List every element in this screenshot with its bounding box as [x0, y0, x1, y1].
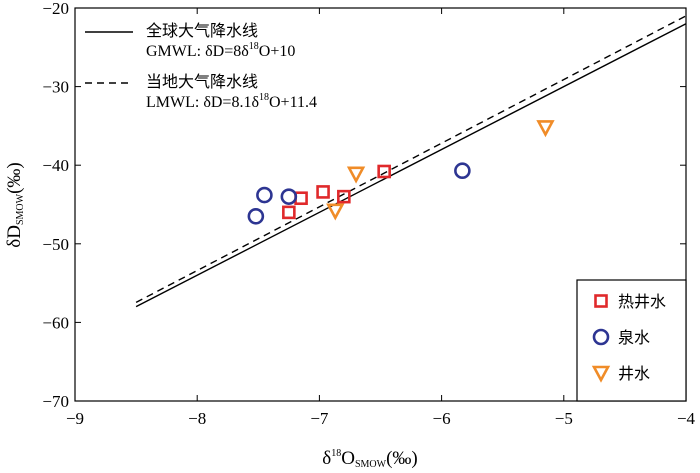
gmwl-name: 全球大气降水线	[146, 21, 258, 40]
point-circle	[256, 186, 273, 204]
point-square	[377, 164, 391, 179]
point-triangle-down	[346, 166, 366, 184]
point-square	[316, 185, 330, 199]
legend-label: 热井水	[618, 292, 666, 311]
lmwl-name: 当地大气降水线	[146, 72, 258, 91]
y-tick-label: −40	[42, 156, 69, 175]
legend-marker-square	[594, 294, 608, 308]
y-tick-label: −70	[42, 392, 69, 411]
y-tick-label: −20	[42, 0, 69, 18]
x-tick-label: −7	[310, 409, 329, 428]
point-circle	[247, 207, 265, 225]
y-axis-title: δDSMOW(‰)	[4, 162, 26, 247]
point-circle	[280, 188, 298, 205]
legend-marker-triangle-down	[591, 365, 611, 383]
x-axis-title: δ18OSMOW(‰)	[322, 448, 417, 470]
legend-label: 井水	[618, 364, 650, 383]
point-square	[294, 191, 308, 206]
lmwl-line	[135, 15, 687, 303]
lmwl-equation: LMWL: δD=8.1δ18O+11.4	[146, 92, 317, 111]
x-tick-label: −8	[188, 409, 206, 428]
point-circle	[454, 162, 471, 180]
y-tick-label: −30	[42, 78, 69, 97]
x-tick-label: −4	[677, 409, 696, 428]
gmwl-line	[135, 23, 687, 308]
x-tick-label: −5	[555, 409, 573, 428]
point-square	[282, 205, 296, 220]
point-triangle-down	[536, 120, 555, 138]
x-tick-label: −9	[66, 409, 84, 428]
x-tick-label: −6	[433, 409, 451, 428]
legend-label: 泉水	[618, 328, 650, 347]
y-tick-label: −60	[42, 313, 69, 332]
gmwl-equation: GMWL: δD=8δ18O+10	[146, 41, 295, 60]
legend-marker-circle	[592, 328, 610, 346]
y-tick-label: −50	[42, 235, 69, 254]
point-triangle-down	[326, 203, 345, 221]
plot-frame	[74, 7, 687, 402]
point-square	[337, 189, 351, 204]
